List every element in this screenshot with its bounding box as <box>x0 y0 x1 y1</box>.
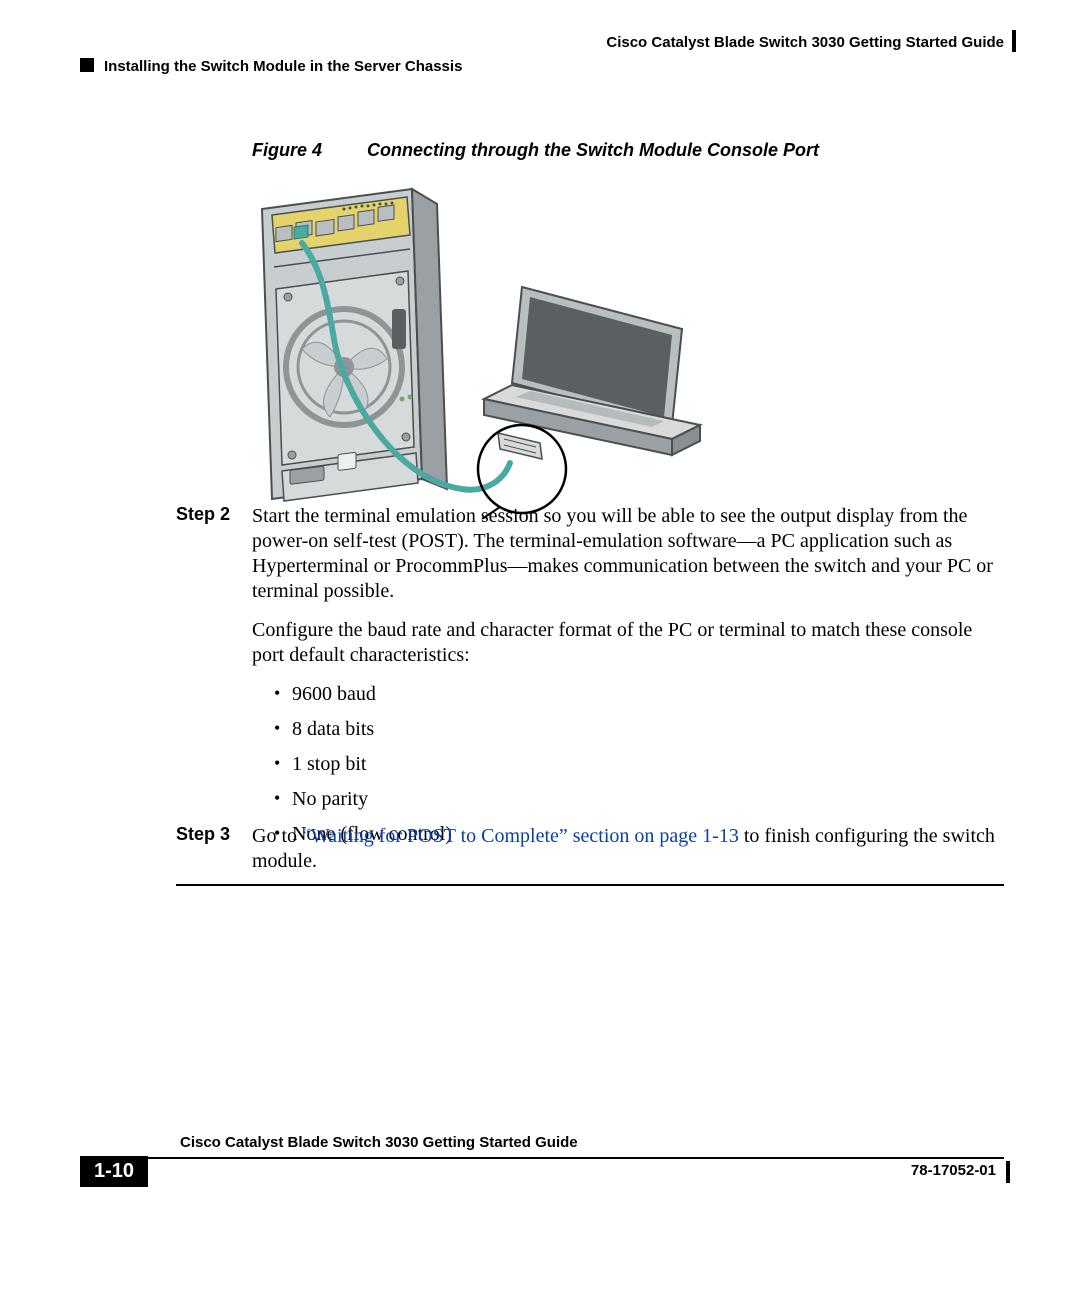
section-end-rule <box>176 884 1004 886</box>
page-number: 1-10 <box>80 1156 148 1187</box>
step-2-body: Start the terminal emulation session so … <box>252 504 1004 847</box>
figure-caption: Figure 4 Connecting through the Switch M… <box>252 140 819 161</box>
console-settings-list: 9600 baud 8 data bits 1 stop bit No pari… <box>252 682 1004 847</box>
list-item: No parity <box>274 787 1004 812</box>
footer-guide-title: Cisco Catalyst Blade Switch 3030 Getting… <box>180 1134 578 1151</box>
footer-rule <box>80 1157 1004 1159</box>
step-2-paragraph-1: Start the terminal emulation session so … <box>252 504 1004 604</box>
footer-docnum: 78-17052-01 <box>911 1162 996 1179</box>
post-section-link[interactable]: “Waiting for POST to Complete” section o… <box>302 825 739 847</box>
list-item: 9600 baud <box>274 682 1004 707</box>
step-3-paragraph: Go to “Waiting for POST to Complete” sec… <box>252 824 1004 874</box>
list-item: 8 data bits <box>274 717 1004 742</box>
serial-connector-icon <box>498 433 542 459</box>
step-2-row: Step 2 Start the terminal emulation sess… <box>176 504 1004 861</box>
step-3-prefix: Go to <box>252 825 302 847</box>
footer-right-marker <box>1006 1161 1010 1183</box>
list-item: 1 stop bit <box>274 752 1004 777</box>
figure-label: Figure 4 <box>252 140 362 161</box>
step-2-paragraph-2: Configure the baud rate and character fo… <box>252 618 1004 668</box>
step-3-body: Go to “Waiting for POST to Complete” sec… <box>252 824 1004 874</box>
laptop-icon <box>484 287 700 459</box>
header-left-marker <box>80 58 94 72</box>
figure-block: Figure 4 Connecting through the Switch M… <box>252 140 819 519</box>
header-guide-title: Cisco Catalyst Blade Switch 3030 Getting… <box>606 34 1004 51</box>
step-3-row: Step 3 Go to “Waiting for POST to Comple… <box>176 824 1004 888</box>
step-3-label: Step 3 <box>176 824 230 845</box>
header-section-title: Installing the Switch Module in the Serv… <box>104 58 462 75</box>
server-chassis-icon <box>262 189 447 501</box>
figure-title: Connecting through the Switch Module Con… <box>367 140 819 160</box>
header-right-marker <box>1012 30 1016 52</box>
figure-illustration <box>252 179 712 519</box>
step-2-label: Step 2 <box>176 504 230 525</box>
